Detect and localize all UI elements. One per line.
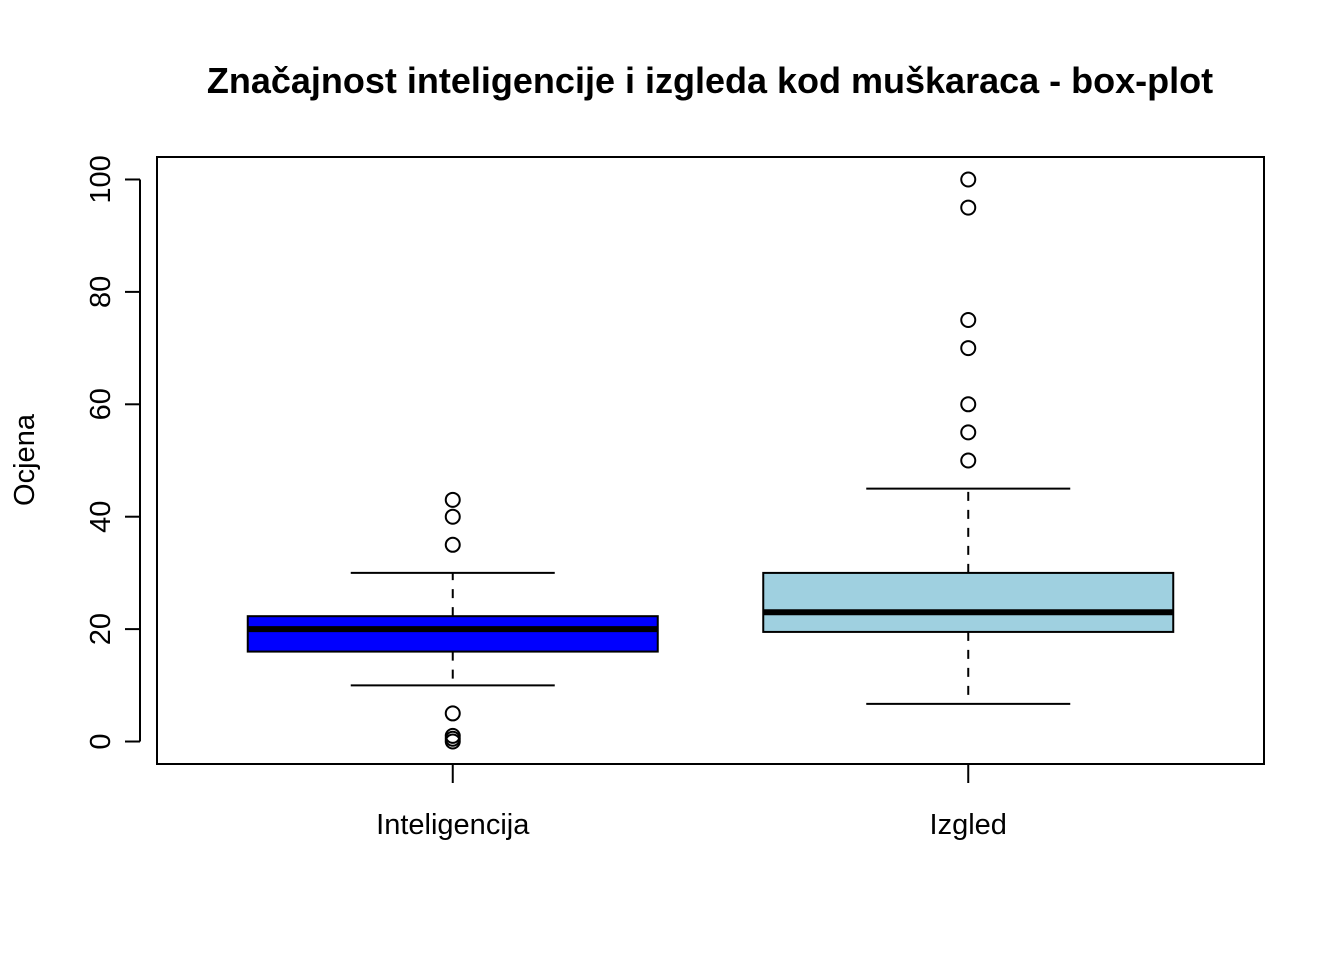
y-tick-label: 80 [85, 276, 117, 308]
y-tick-label: 20 [85, 613, 117, 645]
outlier-point [960, 311, 977, 328]
outlier-point [960, 396, 977, 413]
box-iqr [762, 571, 1175, 633]
outlier-point [960, 199, 977, 216]
y-tick-label: 0 [85, 733, 117, 749]
outlier-point [444, 727, 461, 744]
x-axis: Inteligencija Izgled [376, 764, 1007, 841]
y-axis-label: Ocjena [9, 413, 41, 506]
y-tick-label: 100 [85, 155, 117, 203]
box-group [246, 171, 1175, 750]
plot-frame [156, 156, 1265, 765]
y-tick-label: 60 [85, 388, 117, 420]
y-axis: 0 20 40 60 80 100 [85, 155, 141, 750]
y-tick-label: 40 [85, 501, 117, 533]
outlier-point [444, 508, 461, 525]
x-tick-label: Inteligencija [376, 809, 530, 841]
outlier-point [960, 340, 977, 357]
chart-title: Značajnost inteligencije i izgleda kod m… [207, 60, 1213, 101]
outlier-point [444, 705, 461, 722]
outlier-point [960, 452, 977, 469]
outlier-point [960, 424, 977, 441]
x-tick-label: Izgled [930, 809, 1007, 841]
box-iqr [246, 615, 659, 653]
outlier-point [960, 171, 977, 188]
outlier-point [444, 491, 461, 508]
outlier-point [444, 536, 461, 553]
